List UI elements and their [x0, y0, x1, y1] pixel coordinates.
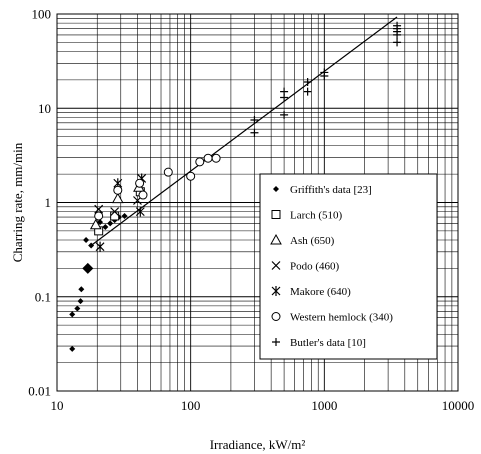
trend-line — [90, 16, 398, 246]
data-point-plus — [303, 87, 312, 96]
y-tick-label: 0.1 — [35, 289, 51, 304]
data-point-small-diamond — [107, 220, 114, 227]
data-point-small-diamond — [69, 345, 76, 352]
legend-marker-x — [271, 261, 281, 270]
x-tick-label: 10000 — [442, 398, 475, 413]
x-axis-title: Irradiance, kW/m² — [210, 437, 306, 452]
data-point-triangle — [89, 218, 102, 230]
y-tick-label: 1 — [45, 195, 52, 210]
data-point-plus — [303, 77, 312, 86]
plot-frame — [56, 13, 459, 392]
data-point-small-diamond — [88, 242, 95, 249]
y-tick-label: 100 — [32, 7, 52, 22]
data-point-circle — [138, 190, 148, 200]
data-point-plus — [320, 68, 329, 77]
data-point-small-diamond — [97, 219, 104, 226]
data-point-plus — [280, 87, 289, 96]
data-point-asterisk — [135, 206, 145, 217]
legend-marker-triangle — [270, 233, 282, 245]
y-tick-label: 10 — [38, 101, 51, 116]
data-point-small-diamond — [69, 311, 76, 318]
data-point-circle — [203, 153, 213, 163]
x-tick-label: 100 — [181, 398, 201, 413]
data-point-plus — [393, 38, 402, 47]
data-point-small-diamond — [102, 223, 109, 230]
legend-marker-plus — [272, 338, 280, 346]
tick-labels: 10 100 1000 10000 0.01 0.1 1 10 100 — [28, 7, 474, 414]
legend-marker-small-diamond — [273, 186, 279, 192]
data-point-circle — [186, 171, 196, 181]
data-point-plus — [250, 116, 259, 125]
data-point-asterisk — [95, 241, 105, 252]
data-points — [69, 21, 402, 352]
data-point-small-diamond — [74, 305, 81, 312]
legend-marker-asterisk — [271, 286, 281, 296]
legend: Griffith's data [23] Larch (510) Ash (650)… — [259, 173, 438, 360]
x-tick-label: 10 — [51, 398, 64, 413]
y-axis-title: Charring rate, mm/min — [10, 142, 25, 262]
data-point-small-diamond — [121, 212, 128, 219]
data-point-circle — [94, 211, 104, 221]
legend-label: Ash (650) — [290, 235, 335, 247]
data-point-small-diamond — [77, 298, 84, 305]
data-point-large-diamond — [82, 262, 94, 274]
x-tick-label: 1000 — [311, 398, 337, 413]
data-point-plus — [280, 110, 289, 119]
data-point-circle — [195, 157, 205, 167]
legend-marker-circle — [271, 312, 281, 321]
fit-line-layer — [90, 16, 398, 246]
data-point-circle — [113, 185, 123, 195]
data-point-circle — [135, 178, 145, 188]
legend-label: Western hemlock (340) — [290, 312, 393, 324]
data-point-circle — [163, 167, 173, 177]
legend-label: Podo (460) — [290, 261, 340, 273]
data-point-plus — [250, 128, 259, 137]
data-point-small-diamond — [78, 286, 85, 293]
legend-label: Makore (640) — [290, 286, 351, 298]
data-point-x — [110, 207, 120, 217]
legend-label: Larch (510) — [290, 210, 343, 222]
data-point-circle — [211, 153, 221, 163]
y-tick-label: 0.01 — [28, 384, 51, 399]
data-point-square — [110, 211, 120, 221]
legend-label: Griffith's data [23] — [290, 184, 372, 196]
data-point-triangle — [111, 192, 124, 204]
data-point-x — [94, 204, 104, 214]
data-point-plus — [393, 21, 402, 30]
legend-marker-square — [271, 210, 281, 219]
legend-label: Butler's data [10] — [290, 337, 366, 349]
data-point-small-diamond — [83, 237, 90, 244]
legend-box — [259, 173, 438, 360]
